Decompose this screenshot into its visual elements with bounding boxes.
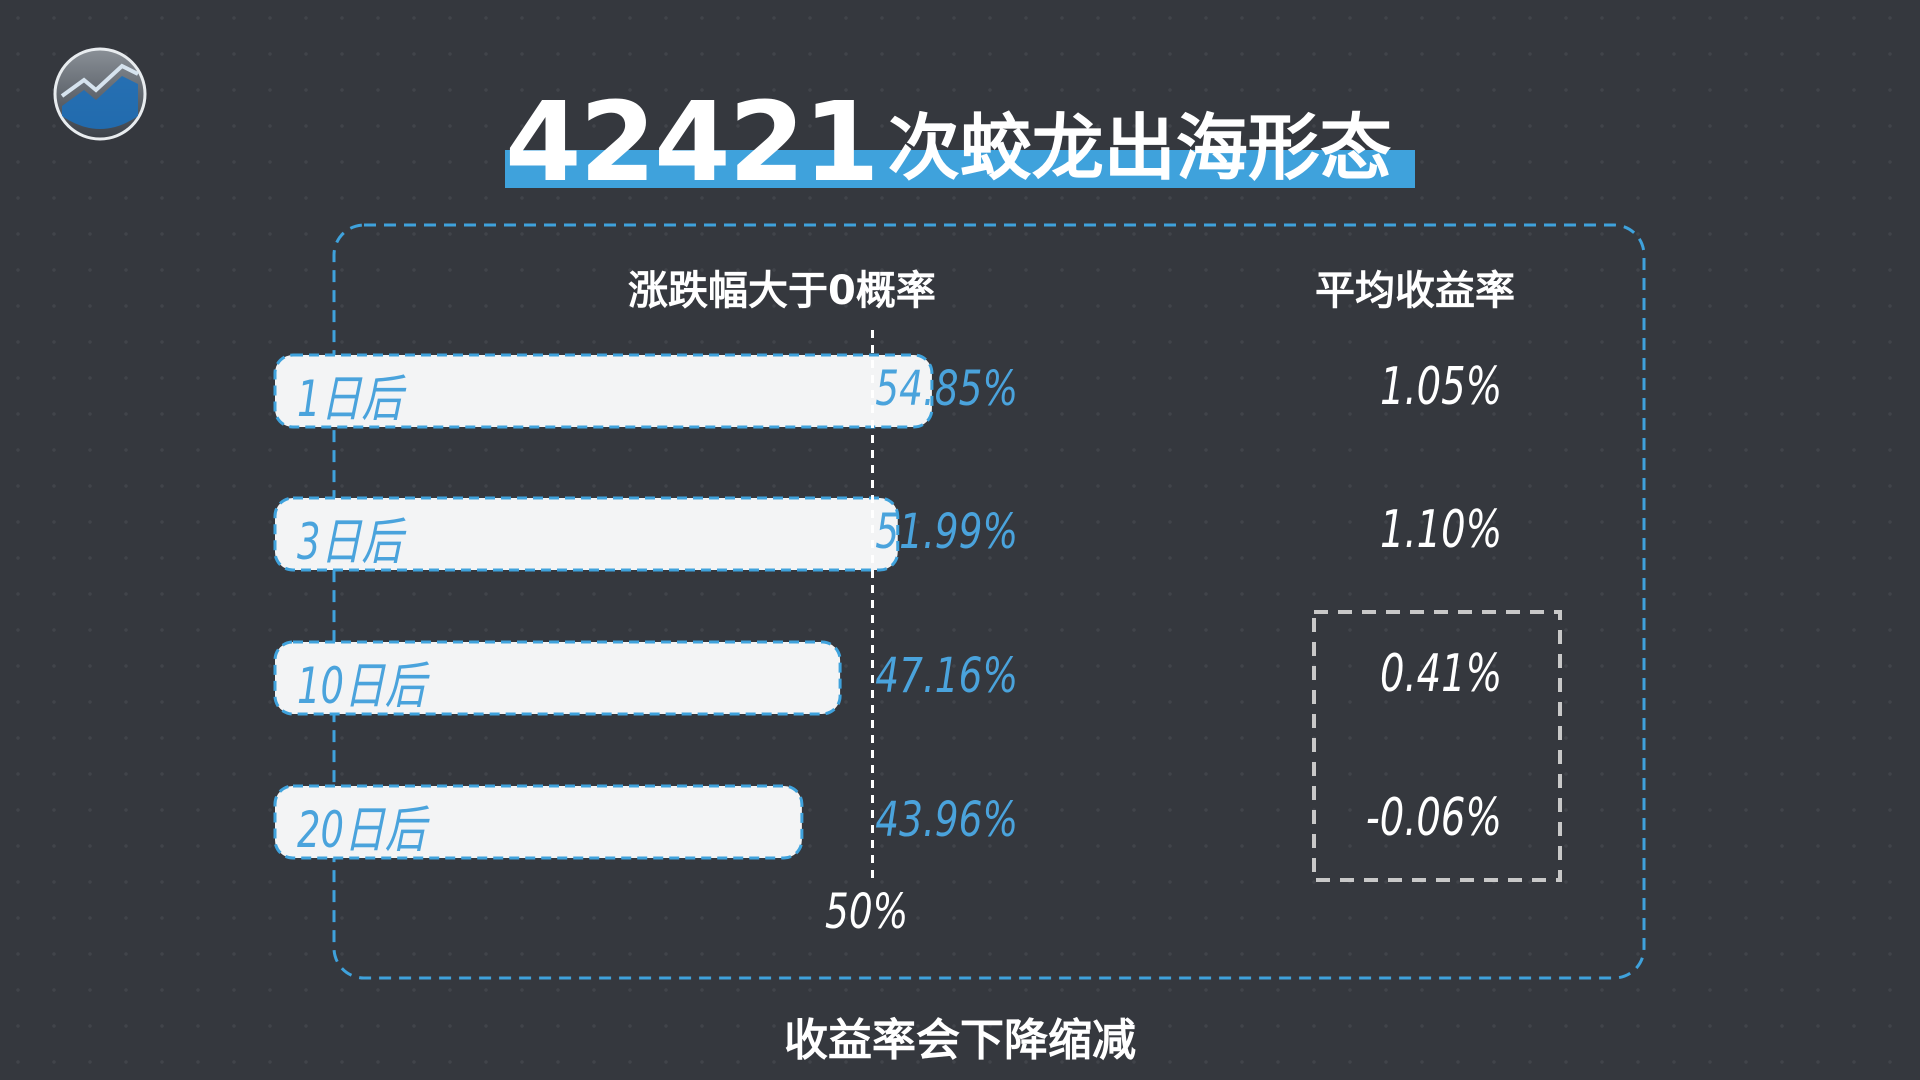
bar-1 <box>273 353 934 429</box>
page-title: 42421 次蛟龙出海形态 <box>505 78 1392 206</box>
bar-4 <box>273 784 804 860</box>
bar-2 <box>273 496 900 572</box>
highlight-box <box>1312 610 1562 882</box>
logo-icon <box>53 47 147 141</box>
row-label: 20日后 <box>297 801 426 859</box>
reference-line-label: 50% <box>824 884 908 940</box>
avg-return-value-label: 0.41% <box>1379 644 1502 704</box>
avg-return-value-label: 1.10% <box>1379 500 1502 560</box>
probability-value-label: 54.85% <box>875 361 1018 417</box>
avg-return-value-label: -0.06% <box>1365 788 1502 848</box>
title-text: 次蛟龙出海形态 <box>887 106 1392 190</box>
probability-value-label: 51.99% <box>875 504 1018 560</box>
bar-3 <box>273 640 842 716</box>
footer-caption: 收益率会下降缩减 <box>784 1015 1136 1066</box>
header-avg-return: 平均收益率 <box>1315 268 1515 314</box>
row-label: 1日后 <box>297 370 403 428</box>
title-number: 42421 <box>505 78 880 206</box>
row-label: 10日后 <box>297 657 426 715</box>
chart-panel-border <box>332 223 1646 980</box>
row-label: 3日后 <box>297 513 403 571</box>
probability-value-label: 43.96% <box>875 792 1018 848</box>
avg-return-value-label: 1.05% <box>1379 357 1502 417</box>
title-underline-bar <box>505 150 1415 188</box>
header-probability: 涨跌幅大于0概率 <box>628 268 936 314</box>
probability-value-label: 47.16% <box>875 648 1018 704</box>
